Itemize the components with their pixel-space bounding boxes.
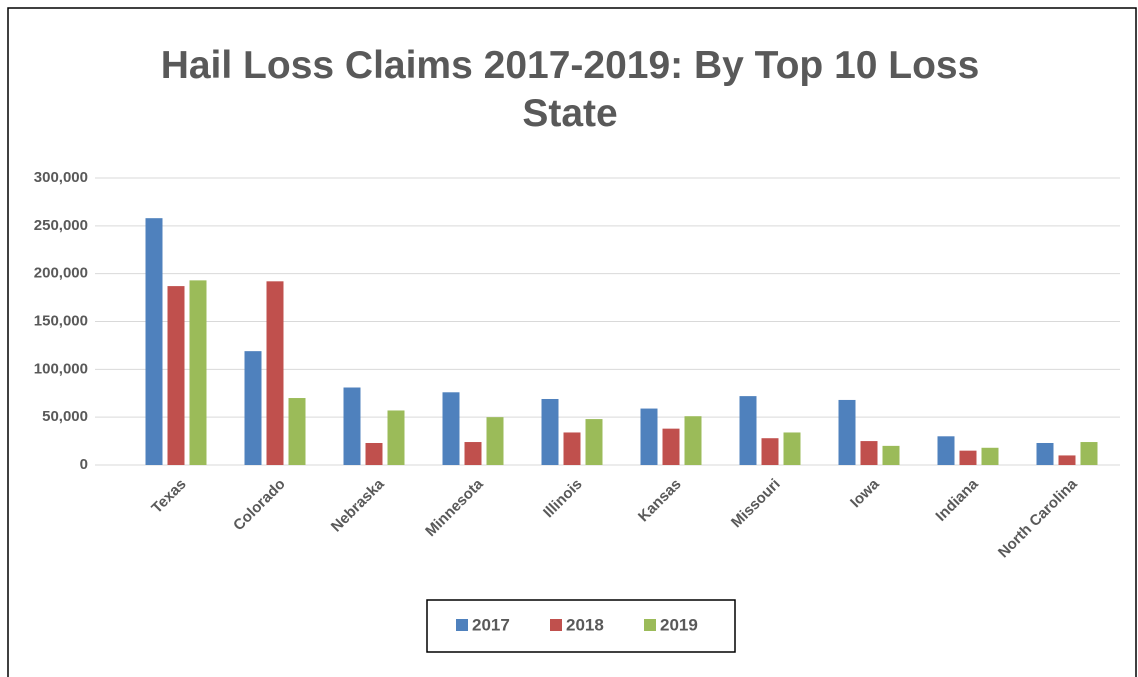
x-tick-label: Indiana xyxy=(932,475,982,525)
x-tick-label: Minnesota xyxy=(422,475,487,540)
bar xyxy=(838,399,856,465)
bar xyxy=(761,438,779,465)
legend-swatch xyxy=(644,619,656,631)
y-tick-label: 100,000 xyxy=(34,360,88,377)
y-tick-label: 300,000 xyxy=(34,169,88,186)
legend-label: 2018 xyxy=(566,615,604,634)
bar xyxy=(244,351,262,465)
bar xyxy=(442,392,460,465)
bar xyxy=(1036,442,1054,465)
y-tick-label: 250,000 xyxy=(34,217,88,234)
bar xyxy=(541,398,559,465)
bar xyxy=(684,416,702,465)
legend-swatch xyxy=(456,619,468,631)
bar xyxy=(145,218,163,465)
x-tick-label: Colorado xyxy=(230,476,289,535)
bar xyxy=(167,286,185,465)
bar xyxy=(365,442,383,465)
chart-border xyxy=(7,7,1137,677)
legend-label: 2017 xyxy=(472,615,510,634)
bar xyxy=(662,428,680,465)
bar xyxy=(464,442,482,465)
bar xyxy=(937,436,955,465)
bar xyxy=(387,410,405,465)
bar xyxy=(288,398,306,465)
legend-box xyxy=(426,599,736,653)
bar xyxy=(486,417,504,465)
x-tick-label: Kansas xyxy=(635,476,685,526)
x-tick-label: Nebraska xyxy=(328,475,388,535)
bar xyxy=(189,280,207,465)
y-tick-label: 200,000 xyxy=(34,265,88,282)
x-tick-label: North Carolina xyxy=(995,475,1081,561)
legend-swatch xyxy=(550,619,562,631)
y-tick-label: 150,000 xyxy=(34,312,88,329)
bar xyxy=(640,408,658,465)
x-tick-label: Iowa xyxy=(847,475,883,511)
bar xyxy=(981,447,999,465)
bar xyxy=(585,419,603,465)
bar xyxy=(860,441,878,465)
x-tick-label: Missouri xyxy=(728,476,784,532)
x-tick-label: Texas xyxy=(148,476,189,517)
legend-label: 2019 xyxy=(660,615,698,634)
bar xyxy=(1080,442,1098,465)
bar xyxy=(783,432,801,465)
y-tick-label: 50,000 xyxy=(42,408,88,425)
bar xyxy=(266,281,284,465)
bar xyxy=(563,432,581,465)
bar xyxy=(959,450,977,465)
bar xyxy=(739,396,757,465)
bar xyxy=(1058,455,1076,465)
x-tick-label: Illinois xyxy=(540,476,586,522)
chart-title: Hail Loss Claims 2017-2019: By Top 10 Lo… xyxy=(160,44,980,135)
bar xyxy=(882,445,900,465)
y-tick-label: 0 xyxy=(80,456,88,473)
bar xyxy=(343,387,361,465)
